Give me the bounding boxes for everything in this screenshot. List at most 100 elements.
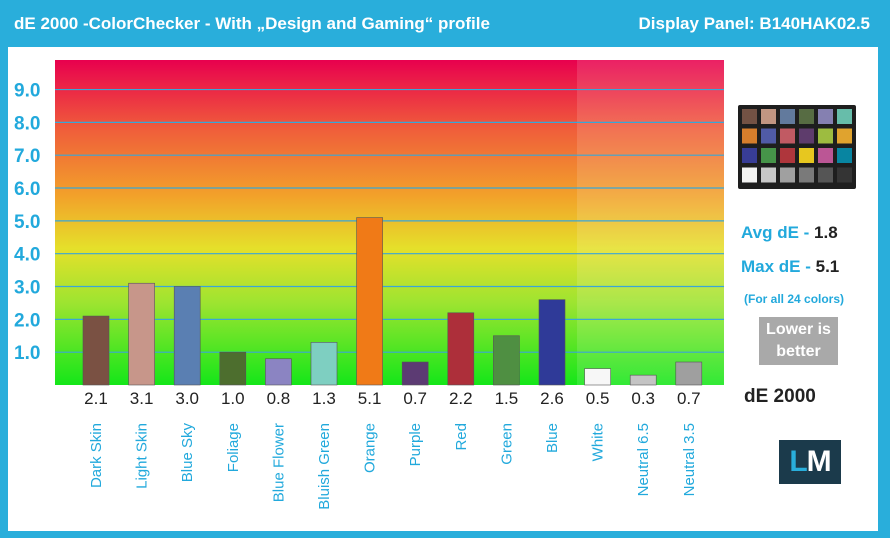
category-label: Light Skin: [134, 423, 151, 489]
avg-de-label: Avg dE -: [741, 223, 815, 242]
colorchecker-swatch: [818, 167, 833, 183]
category-label: Foliage: [225, 423, 242, 472]
max-de-stat: Max dE - 5.1: [741, 257, 839, 277]
colorchecker-swatch: [837, 167, 852, 183]
laptopmedia-logo: LM: [779, 440, 841, 484]
colorchecker-swatch: [761, 148, 776, 163]
avg-de-value: 1.8: [814, 223, 838, 242]
colorchecker-swatch: [780, 148, 795, 163]
category-label: Red: [453, 423, 470, 451]
value-label: 0.8: [267, 389, 291, 408]
colorchecker-swatch: [818, 148, 833, 163]
y-tick-label: 7.0: [14, 146, 40, 167]
colorchecker-swatch: [799, 148, 814, 163]
value-label: 1.3: [312, 389, 336, 408]
metric-label: dE 2000: [744, 386, 816, 407]
category-label: Blue Flower: [270, 423, 287, 502]
all-colors-note: (For all 24 colors): [744, 292, 845, 306]
bar: [493, 335, 520, 386]
chart-svg: 1.02.03.04.05.06.07.08.09.0 2.1 3.1 3.0 1.0…: [14, 60, 856, 510]
y-tick-label: 6.0: [14, 179, 40, 200]
colorchecker-swatch: [780, 167, 795, 183]
colorchecker-swatch: [761, 128, 776, 144]
lower-is-better-badge: Lower is better: [759, 317, 838, 365]
category-labels: Dark Skin Light Skin Blue Sky Foliage Blue F…: [88, 423, 698, 510]
y-tick-label: 1.0: [14, 343, 40, 364]
y-tick-label: 9.0: [14, 81, 40, 102]
logo-letter-l: L: [789, 445, 807, 478]
value-label: 1.5: [495, 389, 519, 408]
bar: [265, 358, 292, 386]
chart-panel: 1.0 2.0 3.0 4.0 5.0 6.0 7.0 8.0 9.0 2.1 3.1 3.0 1.0…: [8, 47, 878, 531]
bar: [82, 315, 110, 386]
y-tick-label: 4.0: [14, 245, 40, 266]
category-label: Bluish Green: [316, 423, 333, 510]
bar: [538, 299, 566, 386]
bar: [310, 342, 338, 386]
colorchecker-swatch: [818, 128, 833, 144]
lower-is-better-line1: Lower is: [766, 321, 831, 338]
value-label: 0.3: [631, 389, 655, 408]
value-labels: 2.1 3.1 3.0 1.0 0.8 1.3 5.1 0.7 2.2 1.5 2.6 0.5 0.3 0…: [84, 389, 700, 408]
colorchecker-swatch: [742, 128, 757, 144]
category-label: Neutral 3.5: [681, 423, 698, 496]
colorchecker-swatch: [780, 109, 795, 124]
category-label: Purple: [407, 423, 424, 466]
display-panel-label: Display Panel: B140HAK02.5: [638, 14, 871, 33]
y-tick-label: 8.0: [14, 113, 40, 134]
y-tick-labels: 1.0 2.0 3.0 4.0 5.0 6.0 7.0 8.0 9.0: [14, 81, 40, 365]
value-label: 2.1: [84, 389, 108, 408]
value-label: 0.7: [677, 389, 701, 408]
bar: [356, 217, 383, 386]
y-tick-label: 2.0: [14, 310, 40, 331]
value-label: 1.0: [221, 389, 245, 408]
colorchecker-swatch: [799, 128, 814, 144]
gridlines: [55, 88, 724, 353]
chart-title: dE 2000 -ColorChecker - With „Design and…: [14, 14, 490, 33]
plot-background: [55, 60, 724, 385]
avg-de-stat: Avg dE - 1.8: [741, 223, 838, 243]
colorchecker-swatch: [742, 167, 757, 183]
value-label: 0.7: [403, 389, 427, 408]
bar: [584, 368, 611, 386]
bars: [82, 217, 703, 386]
category-label: Blue: [544, 423, 561, 453]
neutral-shade: [577, 60, 724, 385]
colorchecker-swatch: [837, 109, 852, 124]
category-label: Dark Skin: [88, 423, 105, 488]
colorchecker-swatch: [761, 109, 776, 124]
value-label: 3.1: [130, 389, 154, 408]
bar: [675, 361, 703, 386]
category-label: White: [590, 423, 607, 461]
category-label: Green: [498, 423, 515, 465]
max-de-value: 5.1: [815, 257, 840, 276]
logo-letter-m: M: [806, 445, 832, 478]
colorchecker-swatch: [799, 167, 814, 183]
colorchecker-swatch: [742, 109, 757, 124]
category-label: Neutral 6.5: [635, 423, 652, 496]
colorchecker-swatch: [837, 148, 852, 163]
lower-is-better-line2: better: [776, 343, 821, 360]
value-label: 3.0: [175, 389, 199, 408]
value-label: 5.1: [358, 389, 382, 408]
colorchecker-swatch: [837, 128, 852, 144]
value-label: 2.2: [449, 389, 473, 408]
category-label: Orange: [362, 423, 379, 473]
value-label: 2.6: [540, 389, 564, 408]
colorchecker-swatch: [742, 148, 757, 163]
bar: [401, 361, 429, 386]
bar: [128, 282, 155, 386]
bar: [629, 374, 657, 386]
colorchecker-swatch: [780, 128, 795, 144]
colorchecker-swatch: [799, 109, 814, 124]
category-label: Blue Sky: [179, 423, 196, 483]
y-tick-label: 5.0: [14, 212, 40, 233]
bar: [173, 286, 201, 386]
bar: [219, 351, 247, 386]
y-tick-label: 3.0: [14, 278, 40, 299]
value-label: 0.5: [586, 389, 610, 408]
colorchecker-swatch: [761, 167, 776, 183]
max-de-label: Max dE -: [741, 257, 816, 276]
colorchecker-image: [738, 105, 856, 189]
colorchecker-swatch: [818, 109, 833, 124]
